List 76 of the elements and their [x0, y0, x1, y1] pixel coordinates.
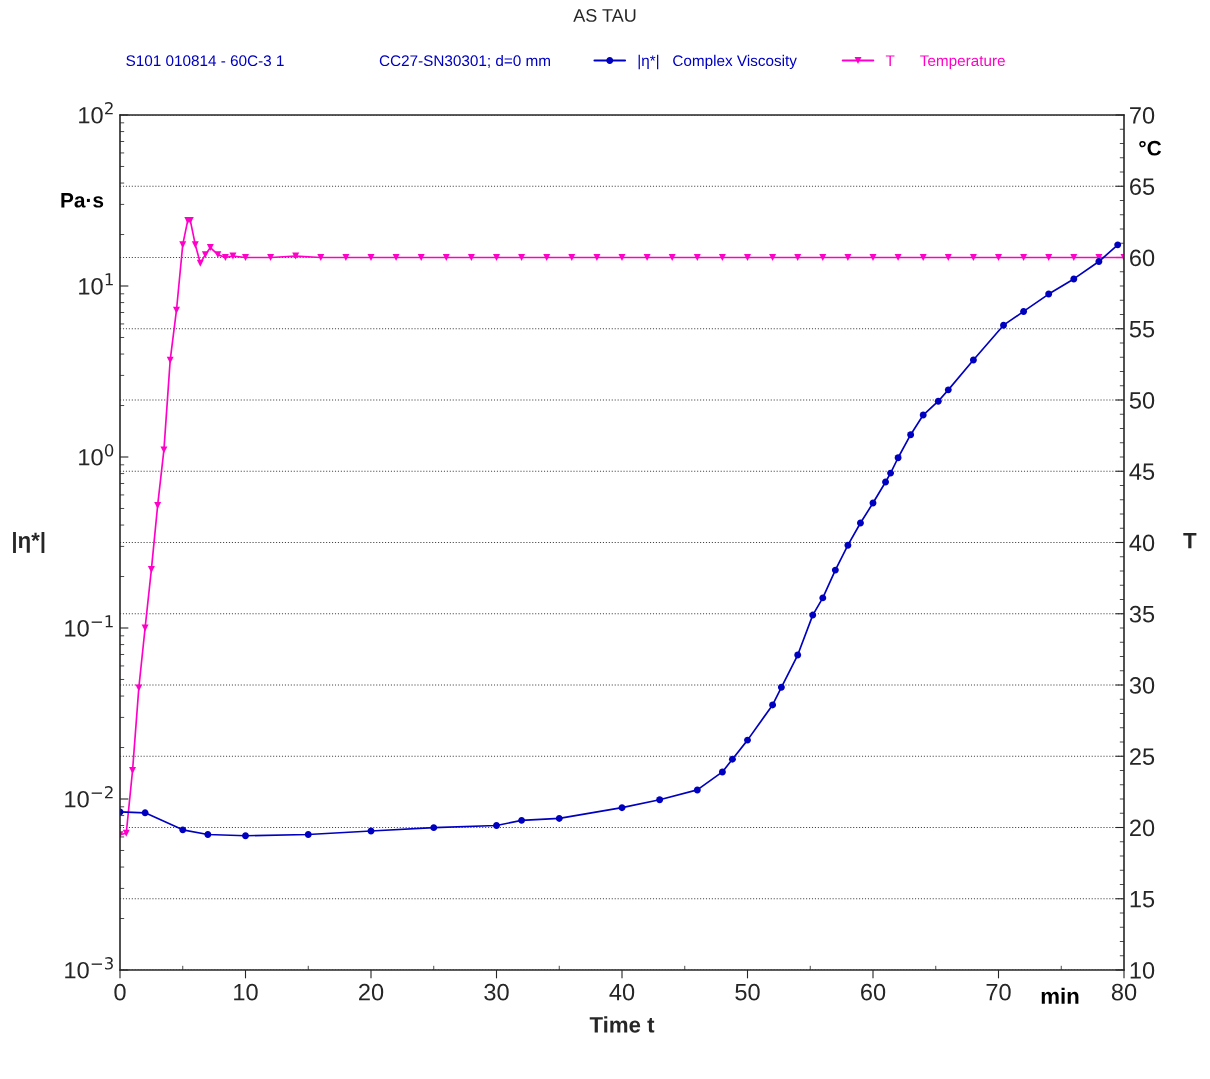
- x-tick-label: 60: [861, 983, 886, 1001]
- point: [894, 454, 902, 462]
- y2-tick-label: 55: [1129, 321, 1155, 338]
- point: [831, 566, 839, 574]
- point: [518, 816, 526, 824]
- point: [844, 541, 852, 549]
- point: [179, 826, 187, 834]
- point: [907, 431, 915, 439]
- point: [430, 824, 438, 832]
- chart-title: AS TAU: [573, 9, 636, 22]
- y-tick-label: 10$^{2}$: [79, 102, 113, 124]
- x-axis-title: Time t: [589, 1016, 655, 1033]
- text: CC27-SN30301; d=0 mm: [379, 54, 550, 68]
- y2-tick-label: 50: [1129, 392, 1155, 409]
- point: [934, 397, 942, 405]
- y2-tick-label: 20: [1130, 819, 1155, 837]
- text: °C: [1139, 140, 1162, 156]
- point: [693, 786, 701, 794]
- point: [1095, 258, 1103, 266]
- y-tick-label: 10$^{−1}$: [65, 615, 113, 637]
- text: S101 010814 - 60C-3 1: [126, 55, 284, 67]
- point: [856, 519, 864, 527]
- point: [242, 832, 249, 840]
- y2-tick-label: 30: [1129, 677, 1155, 694]
- y2-axis-title: T: [1183, 532, 1197, 549]
- point: [887, 469, 895, 477]
- y2-tick-label: 40: [1129, 534, 1155, 552]
- y-axis-title: |η*|: [13, 531, 45, 554]
- point: [728, 755, 736, 763]
- point: [1020, 307, 1028, 315]
- point: [769, 701, 777, 709]
- text: min: [1041, 987, 1079, 1004]
- point: [777, 683, 785, 691]
- y-tick-label: 10$^{1}$: [79, 273, 113, 295]
- point: [794, 651, 802, 659]
- x-tick-label: 70: [986, 983, 1011, 1001]
- point: [204, 831, 212, 838]
- point: [493, 822, 500, 829]
- point: [1114, 241, 1122, 249]
- point: [618, 804, 626, 812]
- legend-label: T Temperature: [885, 55, 1005, 70]
- y2-tick-label: 15: [1130, 891, 1155, 908]
- y-tick-label: 10$^{0}$: [79, 444, 114, 466]
- point: [718, 768, 726, 776]
- point: [969, 356, 977, 364]
- point: [1070, 275, 1078, 283]
- point: [1000, 321, 1007, 329]
- y2-tick-label: 10: [1130, 962, 1155, 979]
- point: [809, 611, 817, 619]
- point: [819, 594, 827, 602]
- y-tick-label: 10$^{−2}$: [65, 786, 113, 808]
- y2-tick-label: 35: [1129, 605, 1155, 623]
- y2-tick-label: 65: [1130, 178, 1155, 196]
- x-tick-label: 20: [359, 983, 384, 1001]
- legend-label: |η*| Complex Viscosity: [638, 54, 797, 70]
- point: [744, 736, 751, 744]
- point: [304, 831, 312, 838]
- point: [141, 809, 149, 817]
- text: Pa·s: [61, 193, 104, 208]
- y2-tick-label: 60: [1130, 249, 1155, 267]
- point: [882, 478, 890, 486]
- x-tick-label: 80: [1111, 983, 1137, 1001]
- point: [656, 796, 664, 804]
- x-tick-label: 40: [609, 983, 635, 1001]
- point: [944, 386, 952, 394]
- x-tick-label: 10: [234, 983, 258, 1001]
- point: [1045, 290, 1053, 298]
- point: [919, 411, 927, 419]
- y2-tick-label: 70: [1130, 107, 1155, 124]
- y2-tick-label: 45: [1129, 463, 1155, 481]
- y-tick-label: 10$^{−3}$: [65, 957, 113, 979]
- y2-tick-label: 25: [1130, 748, 1155, 766]
- x-tick-label: 50: [735, 983, 760, 1001]
- x-tick-label: 30: [484, 983, 509, 1001]
- x-tick-label: 0: [114, 983, 126, 1001]
- point: [555, 814, 563, 822]
